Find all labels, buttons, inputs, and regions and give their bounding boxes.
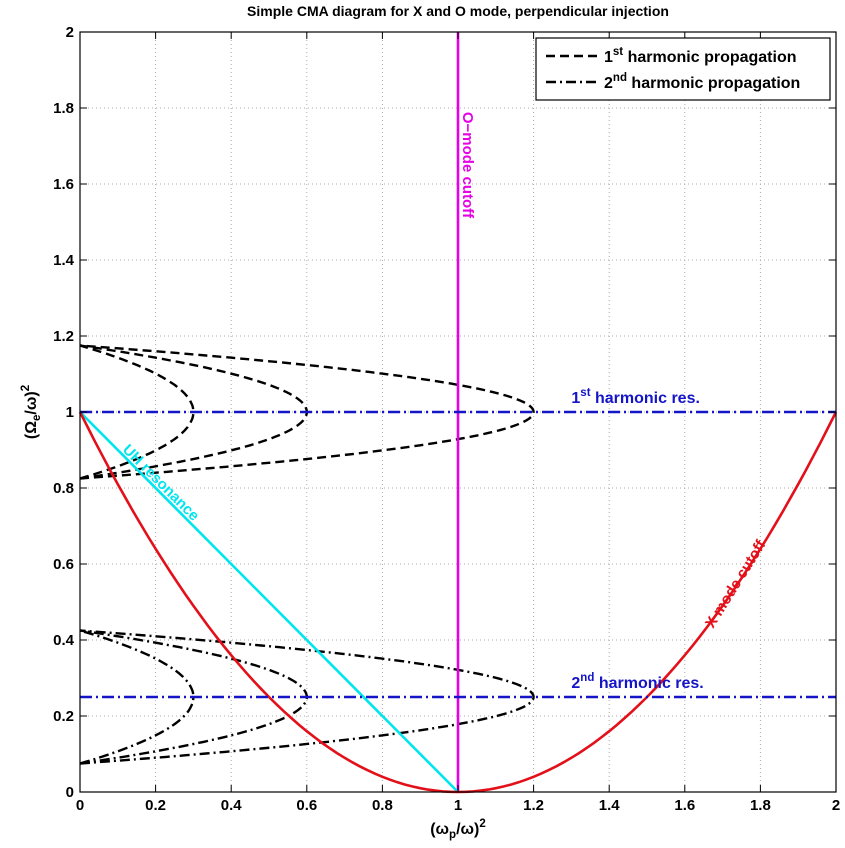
y-tick-label: 1.4: [53, 252, 75, 269]
x-tick-label: 0: [76, 797, 84, 814]
first-harmonic-propagation-curve: [79, 344, 535, 480]
y-tick-label: 1.2: [53, 328, 74, 345]
x-tick-label: 1.2: [523, 797, 544, 814]
x-tick-label: 0.2: [145, 797, 166, 814]
uh-resonance-label: UH resonance: [119, 441, 202, 524]
x-mode-cutoff-label: X mode cutoff: [702, 536, 770, 631]
x-tick-label: 0.8: [372, 797, 393, 814]
x-tick-label: 1.6: [674, 797, 695, 814]
x-axis-label: (ωp/ω)2: [430, 818, 486, 841]
y-tick-label: 1: [66, 404, 74, 421]
x-tick-label: 2: [832, 797, 840, 814]
legend-box: [535, 37, 831, 101]
y-tick-label: 1.8: [53, 100, 74, 117]
second-harmonic-res-label: 2nd harmonic res.: [571, 672, 703, 692]
chart-title: Simple CMA diagram for X and O mode, per…: [247, 3, 669, 19]
y-tick-label: 0: [66, 784, 74, 801]
x-tick-label: 0.4: [221, 797, 243, 814]
y-tick-label: 0.4: [53, 632, 75, 649]
y-tick-label: 1.6: [53, 176, 74, 193]
axis-ticks: 0 0.2 0.4 0.6 0.8 1 1.2 1.4 1.6 1.8 2 0 0.2 0.4 0.6 0.8…: [53, 24, 840, 814]
axis-labels: (ωp/ω)2 (Ωe/ω)2: [20, 385, 486, 841]
y-tick-label: 0.8: [53, 480, 74, 497]
y-tick-label: 2: [66, 24, 74, 41]
x-tick-label: 0.6: [296, 797, 317, 814]
x-tick-label: 1.4: [599, 797, 621, 814]
legend[interactable]: 1st harmonic propagation 2nd harmonic pro…: [535, 37, 831, 101]
second-harmonic-propagation-curve: [79, 629, 195, 765]
legend-label: 2nd harmonic propagation: [604, 72, 800, 92]
y-tick-label: 0.2: [53, 708, 74, 725]
first-harmonic-res-label: 1st harmonic res.: [571, 387, 700, 407]
y-axis-label: (Ωe/ω)2: [20, 385, 43, 439]
second-harmonic-propagation-curve: [79, 629, 535, 765]
legend-label: 1st harmonic propagation: [604, 46, 797, 66]
x-tick-label: 1: [454, 797, 462, 814]
y-tick-label: 0.6: [53, 556, 74, 573]
uh-resonance-line: [79, 411, 459, 793]
x-tick-label: 1.8: [750, 797, 771, 814]
annotations: O−mode cutoff UH resonance X mode cutoff 1s…: [119, 112, 770, 692]
curves: [78, 32, 838, 794]
o-mode-cutoff-label: O−mode cutoff: [459, 112, 476, 219]
